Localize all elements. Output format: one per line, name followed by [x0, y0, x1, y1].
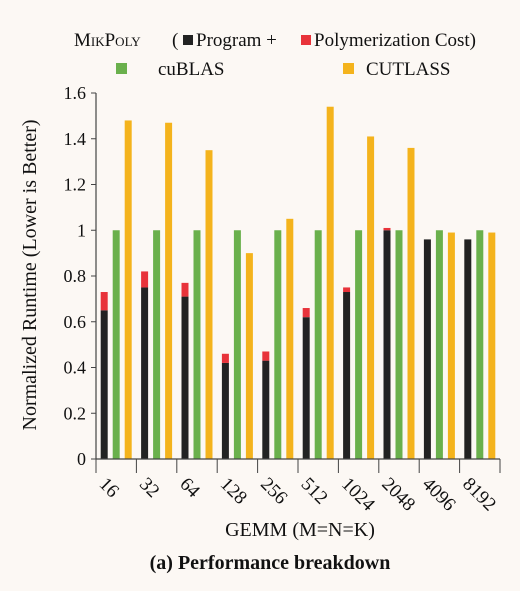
- x-axis-title: GEMM (M=N=K): [225, 519, 375, 541]
- legend-paren-open: (: [172, 30, 178, 51]
- bar-cutlass-32: [165, 122, 173, 460]
- y-tick-label: 1.2: [64, 175, 87, 195]
- x-tick-label-512: 512: [297, 474, 332, 509]
- y-tick-label: 0.6: [64, 312, 87, 332]
- legend-polymerization-swatch: [301, 35, 311, 45]
- bar-polymerization-512: [302, 308, 310, 318]
- bar-polymerization-16: [100, 292, 108, 311]
- figure-caption: (a) Performance breakdown: [150, 552, 391, 574]
- bar-program-32: [141, 287, 149, 459]
- bar-cublas-1024: [355, 230, 363, 459]
- x-tick-label-8192: 8192: [458, 474, 500, 516]
- bar-cublas-32: [153, 230, 161, 459]
- bar-program-1024: [343, 292, 351, 459]
- bar-cutlass-512: [326, 106, 334, 459]
- legend-cutlass-label: CUTLASS: [366, 59, 450, 80]
- x-tick-label-2048: 2048: [377, 474, 419, 516]
- legend-polymerization-label: Polymerization Cost): [314, 30, 476, 51]
- y-tick-label: 0.4: [64, 358, 87, 378]
- y-tick-label: 1.6: [64, 83, 87, 103]
- bar-program-4096: [423, 239, 431, 459]
- bar-cutlass-64: [205, 150, 213, 459]
- legend-cutlass-swatch: [343, 63, 354, 74]
- bar-cublas-128: [233, 230, 241, 459]
- bar-cublas-512: [314, 230, 322, 459]
- bar-polymerization-64: [181, 282, 189, 297]
- legend-cublas-swatch: [116, 63, 127, 74]
- bar-program-16: [100, 310, 108, 459]
- bar-polymerization-32: [141, 271, 149, 288]
- bar-cutlass-2048: [407, 147, 415, 459]
- bar-polymerization-1024: [343, 287, 351, 293]
- bar-program-8192: [464, 239, 472, 459]
- bar-cublas-8192: [476, 230, 484, 459]
- bar-program-512: [302, 317, 310, 459]
- bar-cutlass-128: [245, 253, 253, 459]
- bar-cutlass-8192: [488, 232, 496, 459]
- y-tick-label: 0: [77, 449, 86, 469]
- bar-program-64: [181, 296, 189, 459]
- legend-program-label: Program +: [196, 30, 277, 51]
- bar-cutlass-4096: [447, 232, 455, 459]
- y-tick-label: 1: [77, 220, 86, 240]
- bar-program-256: [262, 360, 270, 459]
- bar-cutlass-1024: [367, 136, 375, 459]
- bar-program-128: [221, 362, 229, 459]
- x-tick-label-4096: 4096: [418, 474, 460, 516]
- legend: MikPoly ( Program + Polymerization Cost)…: [74, 30, 476, 80]
- bar-polymerization-128: [221, 353, 229, 363]
- bar-polymerization-256: [262, 351, 270, 361]
- bar-cublas-16: [112, 230, 120, 459]
- x-tick-label-1024: 1024: [337, 474, 379, 516]
- x-tick-label-256: 256: [256, 474, 291, 509]
- bar-cublas-2048: [395, 230, 403, 459]
- y-axis: 0 0.2 0.4 0.6 0.8 1 1.2 1.4 1.6: [64, 83, 97, 469]
- legend-program-swatch: [183, 35, 193, 45]
- x-tick-label-64: 64: [175, 474, 204, 503]
- y-tick-label: 1.4: [64, 129, 87, 149]
- bar-program-2048: [383, 230, 391, 459]
- bar-cublas-4096: [435, 230, 443, 459]
- y-tick-label: 0.2: [64, 403, 87, 423]
- legend-mikpoly-label: MikPoly: [74, 30, 141, 51]
- y-tick-label: 0.8: [64, 266, 87, 286]
- x-tick-label-32: 32: [135, 474, 163, 502]
- legend-cublas-label: cuBLAS: [158, 59, 225, 80]
- bar-cublas-256: [274, 230, 282, 459]
- x-tick-label-128: 128: [216, 474, 251, 509]
- bar-polymerization-2048: [383, 227, 391, 231]
- bar-cutlass-16: [124, 120, 132, 459]
- bars: [100, 106, 496, 460]
- y-axis-title: Normalized Runtime (Lower is Better): [19, 119, 41, 430]
- x-tick-label-16: 16: [95, 474, 123, 502]
- bar-cublas-64: [193, 230, 201, 459]
- bar-cutlass-256: [286, 218, 294, 459]
